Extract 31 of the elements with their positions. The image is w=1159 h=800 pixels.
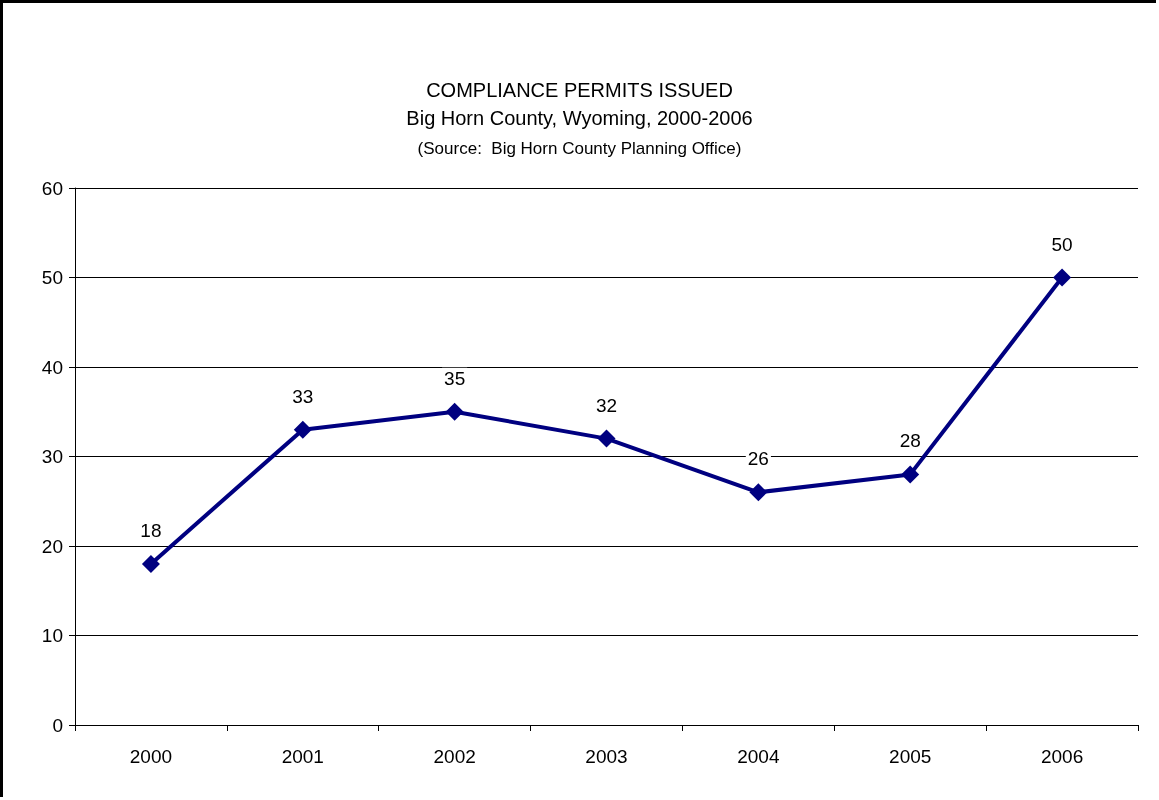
data-label: 33 bbox=[292, 385, 314, 407]
point bbox=[141, 554, 160, 573]
x-tick-label: 2006 bbox=[1040, 746, 1084, 767]
point bbox=[597, 429, 616, 448]
x-tick-label: 2002 bbox=[433, 746, 476, 767]
data-label: 35 bbox=[444, 367, 466, 389]
text: (Source: Big Horn County Planning Office) bbox=[417, 139, 742, 158]
data-label: 50 bbox=[1051, 233, 1073, 255]
point bbox=[293, 420, 312, 439]
point bbox=[445, 402, 464, 421]
y-tick-label: 10 bbox=[41, 625, 63, 646]
point bbox=[1053, 268, 1072, 287]
data-label: 18 bbox=[140, 519, 162, 541]
data-label: 28 bbox=[899, 430, 921, 452]
y-tick-label: 40 bbox=[41, 356, 63, 378]
x-tick-label: 2003 bbox=[585, 746, 628, 767]
y-tick-label: 20 bbox=[41, 535, 63, 557]
data-label: 32 bbox=[595, 394, 618, 416]
chart-title: COMPLIANCE PERMITS ISSUED bbox=[426, 79, 733, 101]
data-label: 26 bbox=[747, 448, 769, 470]
chart-subtitle: Big Horn County, Wyoming, 2000-2006 bbox=[406, 107, 753, 129]
y-tick-label: 60 bbox=[41, 177, 63, 199]
x-tick-label: 2005 bbox=[889, 746, 932, 767]
x-tick-label: 2004 bbox=[737, 746, 780, 767]
y-tick-label: 30 bbox=[41, 446, 63, 467]
y-tick-label: 0 bbox=[52, 714, 63, 736]
point bbox=[901, 465, 920, 484]
y-tick-label: 50 bbox=[41, 267, 63, 288]
x-tick-label: 2000 bbox=[129, 746, 173, 767]
x-tick-label: 2001 bbox=[281, 746, 324, 767]
point bbox=[749, 483, 768, 502]
